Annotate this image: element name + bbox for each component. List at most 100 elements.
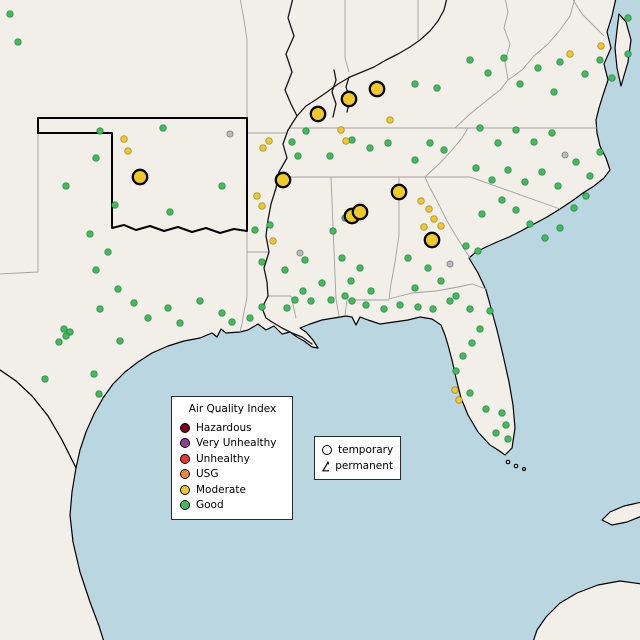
monitor-dot-good[interactable] <box>90 370 98 378</box>
monitor-dot-moderate[interactable] <box>258 202 266 210</box>
monitor-dot-good[interactable] <box>92 154 100 162</box>
monitor-dot-good[interactable] <box>411 156 419 164</box>
monitor-dot-moderate[interactable] <box>425 205 433 213</box>
monitor-dot-good[interactable] <box>288 138 296 146</box>
monitor-dot-good[interactable] <box>144 314 152 322</box>
monitor-temporary-moderate[interactable] <box>340 90 358 108</box>
monitor-dot-good[interactable] <box>338 254 346 262</box>
monitor-dot-good[interactable] <box>516 80 524 88</box>
monitor-dot-good[interactable] <box>570 204 578 212</box>
monitor-dot-good[interactable] <box>159 124 167 132</box>
monitor-dot-good[interactable] <box>301 256 309 264</box>
monitor-dot-good[interactable] <box>521 178 529 186</box>
monitor-dot-good[interactable] <box>62 332 70 340</box>
monitor-dot-good[interactable] <box>538 168 546 176</box>
monitor-dot-good[interactable] <box>452 367 460 375</box>
monitor-dot-good[interactable] <box>341 292 349 300</box>
monitor-dot-good[interactable] <box>556 58 564 66</box>
monitor-temporary-moderate[interactable] <box>131 168 149 186</box>
monitor-dot-good[interactable] <box>504 435 512 443</box>
monitor-dot-good[interactable] <box>196 297 204 305</box>
monitor-dot-good[interactable] <box>60 325 68 333</box>
monitor-dot-good[interactable] <box>478 210 486 218</box>
monitor-dot-moderate[interactable] <box>342 137 350 145</box>
monitor-dot-good[interactable] <box>251 226 259 234</box>
monitor-dot-good[interactable] <box>440 146 448 154</box>
monitor-dot-good[interactable] <box>486 307 494 315</box>
monitor-dot-good[interactable] <box>596 148 604 156</box>
monitor-temporary-moderate[interactable] <box>390 183 408 201</box>
monitor-dot-moderate[interactable] <box>430 215 438 223</box>
monitor-dot-good[interactable] <box>411 284 419 292</box>
monitor-dot-good[interactable] <box>367 287 375 295</box>
monitor-dot-good[interactable] <box>462 242 470 250</box>
monitor-dot-good[interactable] <box>329 227 337 235</box>
monitor-dot-good[interactable] <box>554 182 562 190</box>
monitor-dot-good[interactable] <box>326 152 334 160</box>
monitor-dot-good[interactable] <box>500 54 508 62</box>
monitor-temporary-moderate[interactable] <box>309 105 327 123</box>
monitor-dot-nodata[interactable] <box>446 260 454 268</box>
monitor-dot-good[interactable] <box>548 129 556 137</box>
monitor-dot-good[interactable] <box>111 201 119 209</box>
monitor-dot-nodata[interactable] <box>296 249 304 257</box>
monitor-dot-good[interactable] <box>484 69 492 77</box>
monitor-dot-good[interactable] <box>512 206 520 214</box>
monitor-dot-good[interactable] <box>96 127 104 135</box>
monitor-dot-moderate[interactable] <box>437 222 445 230</box>
monitor-dot-good[interactable] <box>437 277 445 285</box>
monitor-dot-moderate[interactable] <box>337 126 345 134</box>
monitor-dot-good[interactable] <box>55 338 63 346</box>
monitor-dot-good[interactable] <box>474 247 482 255</box>
monitor-dot-good[interactable] <box>299 287 307 295</box>
monitor-dot-good[interactable] <box>266 221 274 229</box>
monitor-dot-good[interactable] <box>291 296 299 304</box>
monitor-dot-good[interactable] <box>114 285 122 293</box>
monitor-dot-good[interactable] <box>476 124 484 132</box>
monitor-dot-good[interactable] <box>130 299 138 307</box>
monitor-dot-moderate[interactable] <box>417 197 425 205</box>
monitor-dot-good[interactable] <box>218 182 226 190</box>
monitor-dot-good[interactable] <box>281 266 289 274</box>
monitor-dot-good[interactable] <box>307 297 315 305</box>
monitor-dot-good[interactable] <box>466 56 474 64</box>
monitor-dot-good[interactable] <box>86 230 94 238</box>
monitor-dot-good[interactable] <box>384 139 392 147</box>
monitor-dot-good[interactable] <box>6 10 14 18</box>
monitor-dot-moderate[interactable] <box>269 237 277 245</box>
monitor-dot-good[interactable] <box>488 176 496 184</box>
monitor-dot-good[interactable] <box>624 14 632 22</box>
monitor-temporary-moderate[interactable] <box>423 231 441 249</box>
monitor-dot-good[interactable] <box>466 305 474 313</box>
monitor-dot-good[interactable] <box>446 297 454 305</box>
monitor-dot-good[interactable] <box>472 164 480 172</box>
monitor-dot-moderate[interactable] <box>597 42 605 50</box>
monitor-dot-good[interactable] <box>433 84 441 92</box>
monitor-temporary-moderate[interactable] <box>368 80 386 98</box>
monitor-dot-good[interactable] <box>556 224 564 232</box>
monitor-dot-good[interactable] <box>608 74 616 82</box>
monitor-dot-good[interactable] <box>41 375 49 383</box>
monitor-dot-good[interactable] <box>550 88 558 96</box>
monitor-dot-good[interactable] <box>348 136 356 144</box>
monitor-dot-good[interactable] <box>541 234 549 242</box>
monitor-dot-good[interactable] <box>530 138 538 146</box>
monitor-dot-good[interactable] <box>14 38 22 46</box>
monitor-dot-good[interactable] <box>258 303 266 311</box>
monitor-dot-good[interactable] <box>166 208 174 216</box>
monitor-dot-good[interactable] <box>411 80 419 88</box>
monitor-dot-good[interactable] <box>494 139 502 147</box>
monitor-dot-good[interactable] <box>104 248 112 256</box>
monitor-dot-good[interactable] <box>512 126 520 134</box>
monitor-dot-good[interactable] <box>294 152 302 160</box>
monitor-dot-good[interactable] <box>366 144 374 152</box>
monitor-dot-good[interactable] <box>476 325 484 333</box>
monitor-dot-good[interactable] <box>492 429 500 437</box>
monitor-dot-good[interactable] <box>348 297 356 305</box>
monitor-dot-good[interactable] <box>596 56 604 64</box>
monitor-dot-good[interactable] <box>92 266 100 274</box>
monitor-dot-moderate[interactable] <box>124 147 132 155</box>
monitor-dot-moderate[interactable] <box>253 192 261 200</box>
monitor-dot-good[interactable] <box>283 304 291 312</box>
monitor-dot-good[interactable] <box>116 337 124 345</box>
